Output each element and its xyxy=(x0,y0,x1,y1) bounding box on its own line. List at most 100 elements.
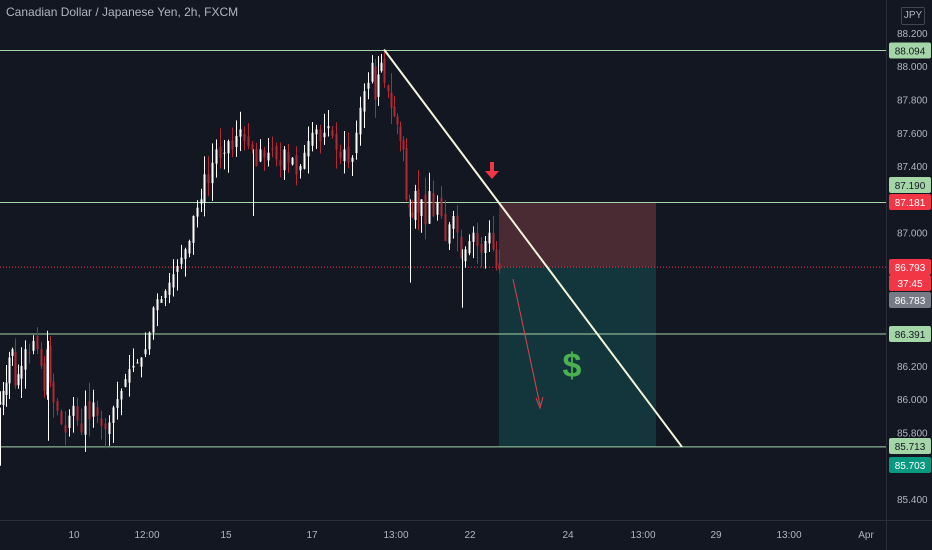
candle-body xyxy=(49,345,52,383)
stop-loss-zone[interactable] xyxy=(499,202,656,268)
y-tick-label: 85.400 xyxy=(897,495,928,506)
candle-body xyxy=(207,174,210,183)
candle-body xyxy=(28,352,31,354)
candle-body xyxy=(40,348,43,366)
candle-body xyxy=(168,282,171,295)
candle-body xyxy=(367,82,370,89)
x-tick-label: 17 xyxy=(306,530,318,541)
candle-body xyxy=(152,307,155,333)
candle-body xyxy=(420,199,423,216)
candle-body xyxy=(432,192,435,217)
candle-body xyxy=(299,166,302,171)
candle-body xyxy=(64,425,67,433)
candle-body xyxy=(60,411,63,425)
candle-body xyxy=(132,365,135,368)
chart-title: Canadian Dollar / Japanese Yen, 2h, FXCM xyxy=(6,5,239,19)
price-label-level[interactable] xyxy=(889,438,931,454)
candle-body xyxy=(219,146,222,158)
take-profit-zone[interactable] xyxy=(499,267,656,447)
candle-body xyxy=(231,140,234,150)
price-label-level[interactable] xyxy=(889,326,931,343)
price-label-text: 85.703 xyxy=(895,461,926,472)
currency-unit-box[interactable]: JPY xyxy=(901,7,925,25)
price-label-text: 87.190 xyxy=(895,181,926,192)
candle-body xyxy=(347,146,350,163)
candle-body xyxy=(460,236,463,258)
candle-body xyxy=(140,357,143,367)
candle-body xyxy=(448,224,451,244)
candle-body xyxy=(124,379,127,387)
candle-body xyxy=(180,257,183,264)
candle-body xyxy=(476,233,479,246)
candle-body xyxy=(498,263,501,270)
x-tick-label: Apr xyxy=(858,530,874,541)
candle-body xyxy=(92,402,95,417)
candle-body xyxy=(176,265,179,272)
price-label-timer[interactable] xyxy=(889,275,931,291)
projection-arrow-line xyxy=(512,278,541,406)
candle-body xyxy=(355,132,358,154)
candle-body xyxy=(211,162,214,184)
candle-body xyxy=(399,126,402,142)
candle-body xyxy=(263,150,266,158)
price-label-stop[interactable] xyxy=(889,194,931,210)
candle-body xyxy=(414,191,417,221)
candle-body xyxy=(323,132,326,138)
y-tick-label: 87.800 xyxy=(897,95,928,106)
candle-body xyxy=(148,332,151,350)
candle-body xyxy=(243,133,246,142)
price-label-grey[interactable] xyxy=(889,292,931,308)
x-tick-label: 29 xyxy=(710,530,722,541)
price-label-text: 88.094 xyxy=(895,47,926,58)
candle-body xyxy=(200,199,203,204)
price-label-text: 85.713 xyxy=(895,442,926,453)
candle-body xyxy=(72,405,75,416)
x-tick-label: 13:00 xyxy=(776,530,801,541)
candle-body xyxy=(5,382,8,396)
candle-body xyxy=(468,240,471,254)
candle-body xyxy=(396,116,399,125)
candle-body xyxy=(196,207,199,217)
candle-body xyxy=(203,174,206,204)
price-label-target[interactable] xyxy=(889,457,931,473)
candle-body xyxy=(387,85,390,92)
y-tick-label: 87.000 xyxy=(897,229,928,240)
candle-body xyxy=(383,58,386,83)
candle-body xyxy=(331,130,334,137)
x-tick-label: 15 xyxy=(220,530,232,541)
candle-body xyxy=(43,363,46,391)
y-tick-label: 87.400 xyxy=(897,162,928,173)
candle-body xyxy=(247,136,250,147)
candle-body xyxy=(2,390,5,406)
candle-body xyxy=(495,249,498,266)
price-label-level[interactable] xyxy=(889,42,931,59)
trend-line[interactable] xyxy=(383,48,683,448)
candle-body xyxy=(24,349,27,370)
price-label-text: 86.391 xyxy=(895,330,926,341)
candle-body xyxy=(303,152,306,169)
candle-body xyxy=(327,126,330,129)
candle-body xyxy=(311,132,314,146)
price-label-current[interactable] xyxy=(889,259,931,275)
candle-body xyxy=(14,351,17,386)
candles xyxy=(0,52,501,466)
dollar-label: $ xyxy=(563,347,582,385)
candle-body xyxy=(88,401,91,420)
candle-body xyxy=(464,249,467,262)
candle-body xyxy=(46,349,49,396)
candle-body xyxy=(339,151,342,158)
candle-body xyxy=(188,240,191,254)
candle-body xyxy=(17,374,20,386)
down-arrow-icon xyxy=(485,162,499,179)
candle-body xyxy=(275,146,278,160)
candle-body xyxy=(319,129,322,142)
price-label-text: 86.793 xyxy=(895,263,926,274)
candle-body xyxy=(68,415,71,428)
price-label-level[interactable] xyxy=(889,177,931,193)
candle-body xyxy=(411,212,414,217)
candle-body xyxy=(192,216,195,243)
candle-body xyxy=(283,149,286,171)
candle-body xyxy=(424,194,427,225)
candle-body xyxy=(408,204,411,208)
